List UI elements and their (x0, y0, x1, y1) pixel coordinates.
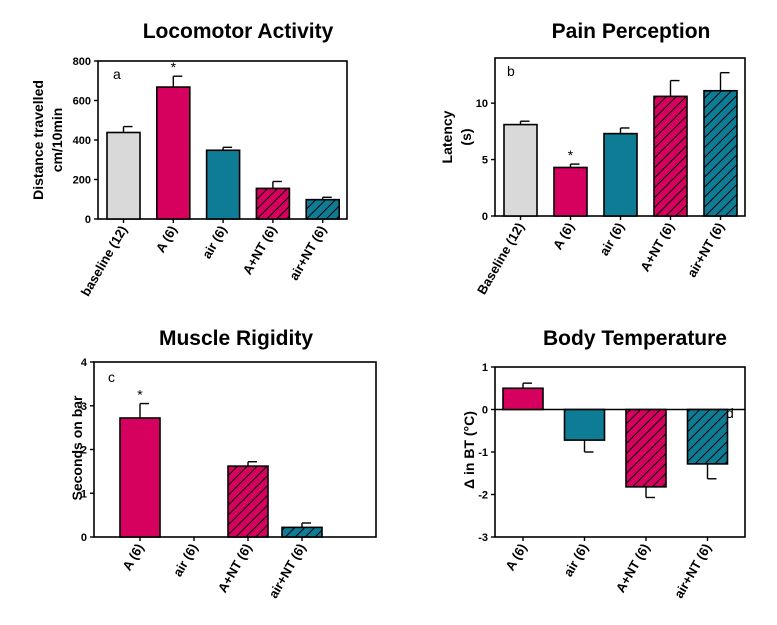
significance-marker: * (568, 147, 574, 163)
x-tick-label: air+NT (6) (286, 223, 329, 283)
panel-letter: d (726, 405, 734, 421)
bar (281, 526, 323, 538)
x-tick-label: A+NT (6) (240, 223, 280, 277)
y-tick-label: 200 (73, 175, 91, 187)
bar (553, 166, 588, 217)
x-tick-label: air+NT (6) (684, 220, 727, 280)
x-tick-label: A (6) (119, 541, 146, 573)
y-tick-label: 4 (81, 357, 88, 369)
y-tick-label: 800 (73, 56, 91, 68)
bar (205, 149, 241, 220)
y-tick-label: 0 (482, 405, 488, 417)
panel-letter: a (113, 66, 121, 82)
x-tick-label: Baseline (12) (474, 220, 527, 297)
x-tick-label: baseline (12) (78, 223, 130, 299)
chart-title: Muscle Rigidity (159, 327, 313, 350)
x-tick-label: air+NT (6) (671, 541, 714, 601)
x-tick-label: air (6) (199, 223, 230, 261)
x-tick-label: air (6) (596, 220, 627, 258)
y-tick-label: 1 (482, 362, 488, 374)
y-tick-label: 0 (482, 211, 488, 223)
panel-a: Locomotor Activity Distance travelled cm… (30, 20, 348, 299)
significance-marker: * (171, 59, 177, 75)
bar (703, 89, 738, 217)
x-tick-label: A+NT (6) (215, 541, 255, 595)
bar (653, 95, 688, 217)
y-tick-label: 0 (81, 532, 87, 544)
x-tick-label: A (6) (502, 541, 529, 573)
panel-d: Body Temperature Δ in BT (°C) d -3 -2 -1 0 1… (461, 327, 746, 601)
chart-title: Locomotor Activity (143, 20, 334, 43)
x-tick-label: A+NT (6) (637, 220, 677, 274)
panel-c: Muscle Rigidity Seconds on bar c 0 1 2 3 4 * A… (69, 327, 377, 601)
bar (156, 86, 191, 220)
panel-letter: c (108, 369, 115, 385)
bar (563, 408, 606, 441)
y-tick-label: 0 (85, 214, 91, 226)
x-tick-label: A (6) (153, 223, 180, 255)
bar (119, 417, 161, 538)
y-tick-label: 1 (81, 488, 87, 500)
y-tick-label: 10 (476, 98, 488, 110)
y-axis-label-line-2: (s) (458, 128, 474, 145)
x-tick-label: A+NT (6) (613, 541, 653, 595)
y-tick-label: -2 (478, 490, 488, 502)
x-tick-label: air+NT (6) (265, 541, 308, 601)
x-tick-label: air (6) (560, 541, 591, 579)
significance-marker: * (137, 387, 143, 403)
panel-letter: b (507, 63, 515, 79)
y-axis-label-line-1: Latency (439, 110, 455, 163)
chart-title: Body Temperature (543, 327, 727, 350)
bar (603, 132, 638, 217)
bar (106, 131, 141, 220)
x-tick-label: A (6) (550, 220, 577, 252)
y-axis-label-line-1: Seconds on bar (69, 395, 85, 501)
y-tick-label: 2 (81, 445, 87, 457)
y-tick-label: 3 (81, 401, 87, 413)
bar (255, 187, 291, 220)
chart-title: Pain Perception (552, 20, 711, 43)
x-tick-label: air (6) (170, 541, 201, 579)
y-tick-label: 5 (482, 155, 488, 167)
bar (305, 198, 341, 220)
panel-b: Pain Perception Latency (s) b 0 5 10 Baseli… (439, 20, 746, 297)
y-tick-label: -3 (478, 532, 488, 544)
bar (503, 123, 538, 217)
y-axis-label-line-2: cm/10min (49, 108, 65, 173)
bar (502, 387, 544, 411)
y-axis-label-line-1: Distance travelled (30, 80, 46, 200)
y-tick-label: 600 (73, 96, 91, 108)
bar (625, 408, 667, 488)
bar (227, 465, 269, 538)
y-tick-label: 400 (73, 135, 91, 147)
y-axis-label-line-1: Δ in BT (°C) (461, 411, 477, 489)
bar (686, 408, 729, 465)
y-tick-label: -1 (478, 447, 488, 459)
